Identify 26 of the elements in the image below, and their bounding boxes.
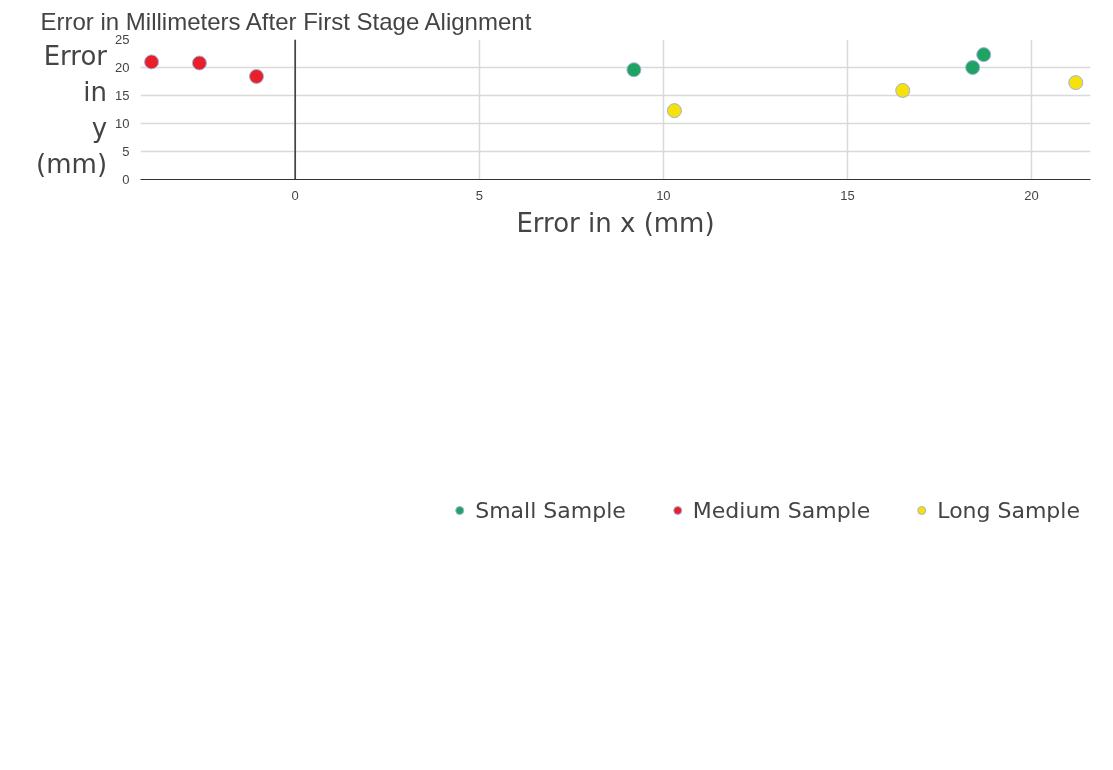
y-tick-label: 0: [122, 172, 130, 187]
x-tick-label: 20: [1024, 187, 1039, 203]
point: [626, 62, 642, 78]
legend-label: Medium Sample: [692, 497, 871, 523]
point: [248, 68, 264, 84]
y-tick-label: 10: [115, 116, 130, 131]
point: [666, 103, 682, 119]
y-tick-label: 5: [122, 144, 130, 159]
y-tick-label: 20: [115, 60, 130, 75]
x-tick-label: 0: [291, 187, 299, 203]
x-tick-label: 10: [656, 187, 671, 203]
chart-title: Error in Millimeters After First Stage Alignment: [40, 7, 532, 35]
x-tick-label: 15: [840, 187, 855, 203]
point: [965, 60, 981, 75]
point: [895, 82, 911, 98]
legend-label: Small Sample: [475, 497, 626, 523]
x-axis-title: Error in x (mm): [516, 207, 715, 238]
x-tick-label: 5: [475, 187, 483, 203]
y-axis-title: Error in y (mm): [36, 40, 108, 179]
point: [976, 47, 992, 63]
point: [1068, 75, 1084, 91]
point: [144, 54, 160, 70]
legend-label: Long Sample: [937, 497, 1080, 523]
y-tick-label: 15: [115, 88, 130, 103]
y-tick-label: 25: [115, 32, 130, 47]
point: [191, 55, 207, 71]
